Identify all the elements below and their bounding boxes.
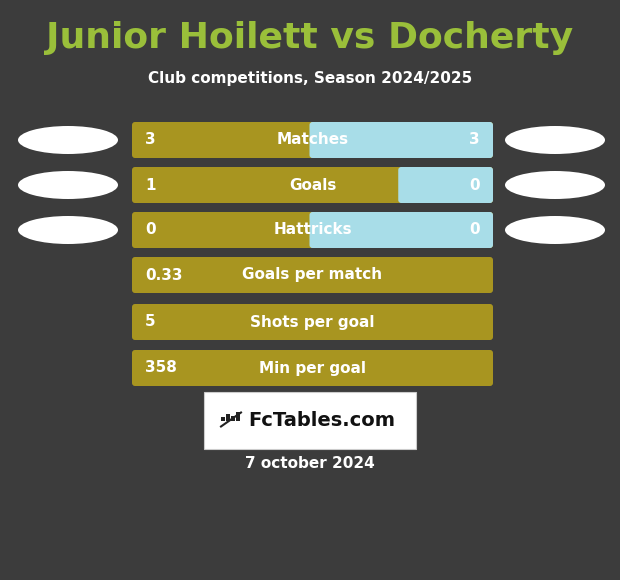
Text: 0.33: 0.33 [145, 267, 182, 282]
Ellipse shape [18, 126, 118, 154]
FancyBboxPatch shape [132, 122, 493, 158]
FancyBboxPatch shape [132, 257, 493, 293]
Text: FcTables.com: FcTables.com [249, 411, 396, 430]
FancyBboxPatch shape [309, 122, 493, 158]
Text: 3: 3 [145, 132, 156, 147]
FancyBboxPatch shape [132, 167, 493, 203]
Text: 5: 5 [145, 314, 156, 329]
FancyBboxPatch shape [309, 212, 493, 248]
Ellipse shape [18, 216, 118, 244]
Text: Shots per goal: Shots per goal [250, 314, 374, 329]
Ellipse shape [505, 171, 605, 199]
FancyBboxPatch shape [398, 167, 493, 203]
FancyBboxPatch shape [312, 215, 321, 245]
FancyBboxPatch shape [132, 212, 493, 248]
FancyBboxPatch shape [132, 304, 493, 340]
Bar [231, 415, 235, 420]
Text: 0: 0 [469, 177, 480, 193]
FancyBboxPatch shape [204, 392, 416, 449]
Bar [236, 411, 240, 420]
Text: 0: 0 [469, 223, 480, 237]
Text: Junior Hoilett vs Docherty: Junior Hoilett vs Docherty [46, 21, 574, 55]
Ellipse shape [18, 171, 118, 199]
Text: 358: 358 [145, 361, 177, 375]
Text: 7 october 2024: 7 october 2024 [245, 455, 375, 470]
Ellipse shape [505, 126, 605, 154]
FancyBboxPatch shape [132, 350, 493, 386]
Text: 1: 1 [145, 177, 156, 193]
Text: Goals per match: Goals per match [242, 267, 383, 282]
Text: Goals: Goals [289, 177, 336, 193]
Text: 3: 3 [469, 132, 480, 147]
Text: Hattricks: Hattricks [273, 223, 352, 237]
Text: Min per goal: Min per goal [259, 361, 366, 375]
Text: Club competitions, Season 2024/2025: Club competitions, Season 2024/2025 [148, 71, 472, 85]
FancyBboxPatch shape [312, 125, 321, 155]
FancyBboxPatch shape [401, 170, 409, 200]
Bar [221, 416, 224, 420]
Ellipse shape [505, 216, 605, 244]
Bar [226, 414, 230, 420]
Text: 0: 0 [145, 223, 156, 237]
Text: Matches: Matches [277, 132, 348, 147]
